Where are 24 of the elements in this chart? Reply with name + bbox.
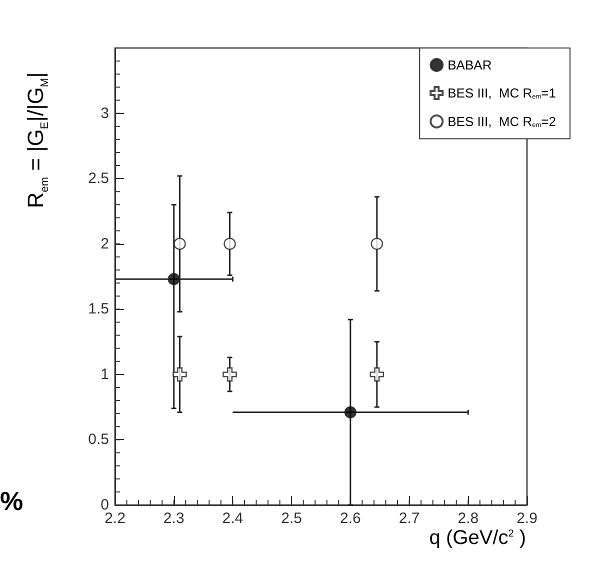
point — [344, 406, 357, 418]
x-tick-label: 2.4 — [222, 510, 244, 527]
y-tick-label: 2.5 — [88, 170, 109, 188]
point — [224, 238, 236, 250]
y-tick-label: 2 — [100, 235, 109, 252]
x-tick-label: 2.3 — [163, 510, 184, 527]
point — [168, 272, 180, 286]
x-axis-title: q (GeV/c$^{2}$ ) — [429, 527, 526, 549]
point — [370, 367, 384, 382]
y-tick-label: 3 — [100, 104, 109, 122]
point — [174, 238, 186, 250]
y-tick-label: 1 — [100, 366, 109, 383]
x-tick-label: 2.6 — [340, 510, 361, 527]
x-tick-label: 2.7 — [398, 510, 420, 527]
y-tick-label: 0.5 — [88, 431, 109, 448]
x-tick-label: 2.5 — [281, 510, 302, 527]
point — [370, 238, 384, 250]
y-tick-label: 1.5 — [88, 300, 109, 318]
point — [222, 367, 237, 382]
legend-label: BABAR — [448, 58, 492, 72]
point — [172, 367, 187, 382]
text: % — [0, 486, 24, 516]
x-tick-label: 2.8 — [458, 510, 479, 527]
x-tick-label: 2.9 — [516, 510, 538, 527]
